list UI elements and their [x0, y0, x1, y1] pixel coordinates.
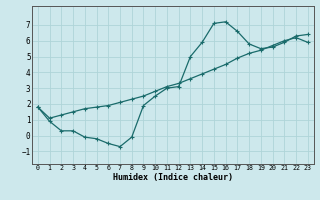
X-axis label: Humidex (Indice chaleur): Humidex (Indice chaleur)	[113, 173, 233, 182]
